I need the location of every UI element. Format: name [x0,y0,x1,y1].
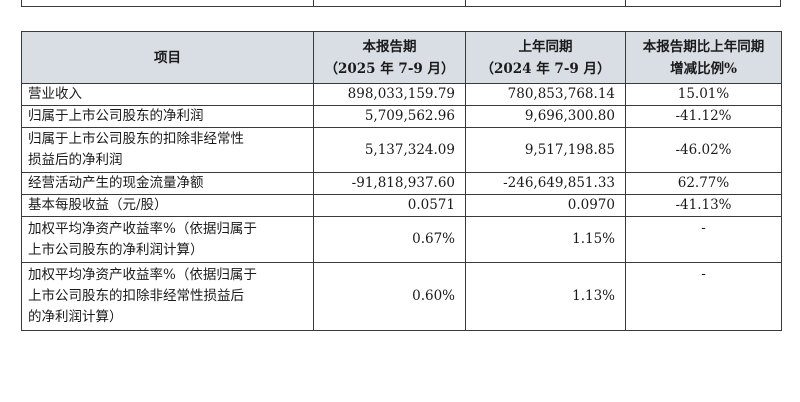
header-change-percent: 本报告期比上年同期 增减比例% [625,31,782,84]
prior-value: -246,649,851.33 [465,172,626,195]
current-value: 0.60% [313,262,466,331]
table-row-net-profit: 归属于上市公司股东的净利润 5,709,562.96 9,696,300.80 … [21,105,782,128]
table-row-weighted-roe: 加权平均净资产收益率%（依据归属于 上市公司股东的净利润计算） 0.67% 1.… [21,216,782,263]
change-value: - [625,216,782,263]
table-row-operating-cash-flow: 经营活动产生的现金流量净额 -91,818,937.60 -246,649,85… [21,172,782,195]
change-value: -41.12% [625,105,782,128]
row-label: 加权平均净资产收益率%（依据归属于 上市公司股东的扣除非经常性损益后 的净利润计… [21,262,314,331]
change-value: -46.02% [625,127,782,173]
current-value: 0.67% [313,216,466,263]
change-value: -41.13% [625,194,782,217]
change-value: 15.01% [625,83,782,106]
current-value: 5,709,562.96 [313,105,466,128]
header-item: 项目 [21,31,314,84]
row-label: 归属于上市公司股东的净利润 [21,105,314,128]
prior-value: 9,517,198.85 [465,127,626,173]
header-current-period: 本报告期 （2025 年 7-9 月） [313,31,466,84]
prior-value: 9,696,300.80 [465,105,626,128]
prior-value: 780,853,768.14 [465,83,626,106]
row-label: 营业收入 [21,83,314,106]
financial-summary-table: 项目 本报告期 （2025 年 7-9 月） 上年同期 （2024 年 7-9 … [21,31,782,331]
table-header-row: 项目 本报告期 （2025 年 7-9 月） 上年同期 （2024 年 7-9 … [21,31,782,84]
row-label: 经营活动产生的现金流量净额 [21,172,314,195]
prior-value: 1.15% [465,216,626,263]
table-row-weighted-roe-deducted: 加权平均净资产收益率%（依据归属于 上市公司股东的扣除非经常性损益后 的净利润计… [21,262,782,331]
current-value: 5,137,324.09 [313,127,466,173]
current-value: 0.0571 [313,194,466,217]
table-row-revenue: 营业收入 898,033,159.79 780,853,768.14 15.01… [21,83,782,106]
table-row-net-profit-deducted: 归属于上市公司股东的扣除非经常性 损益后的净利润 5,137,324.09 9,… [21,127,782,173]
table-row-basic-eps: 基本每股收益（元/股） 0.0571 0.0970 -41.13% [21,194,782,217]
row-label: 归属于上市公司股东的扣除非经常性 损益后的净利润 [21,127,314,173]
current-value: -91,818,937.60 [313,172,466,195]
prior-value: 1.13% [465,262,626,331]
row-label: 加权平均净资产收益率%（依据归属于 上市公司股东的净利润计算） [21,216,314,263]
row-label: 基本每股收益（元/股） [21,194,314,217]
current-value: 898,033,159.79 [313,83,466,106]
change-value: - [625,262,782,331]
change-value: 62.77% [625,172,782,195]
header-prior-period: 上年同期 （2024 年 7-9 月） [465,31,626,84]
previous-table-fragment [21,0,781,7]
prior-value: 0.0970 [465,194,626,217]
